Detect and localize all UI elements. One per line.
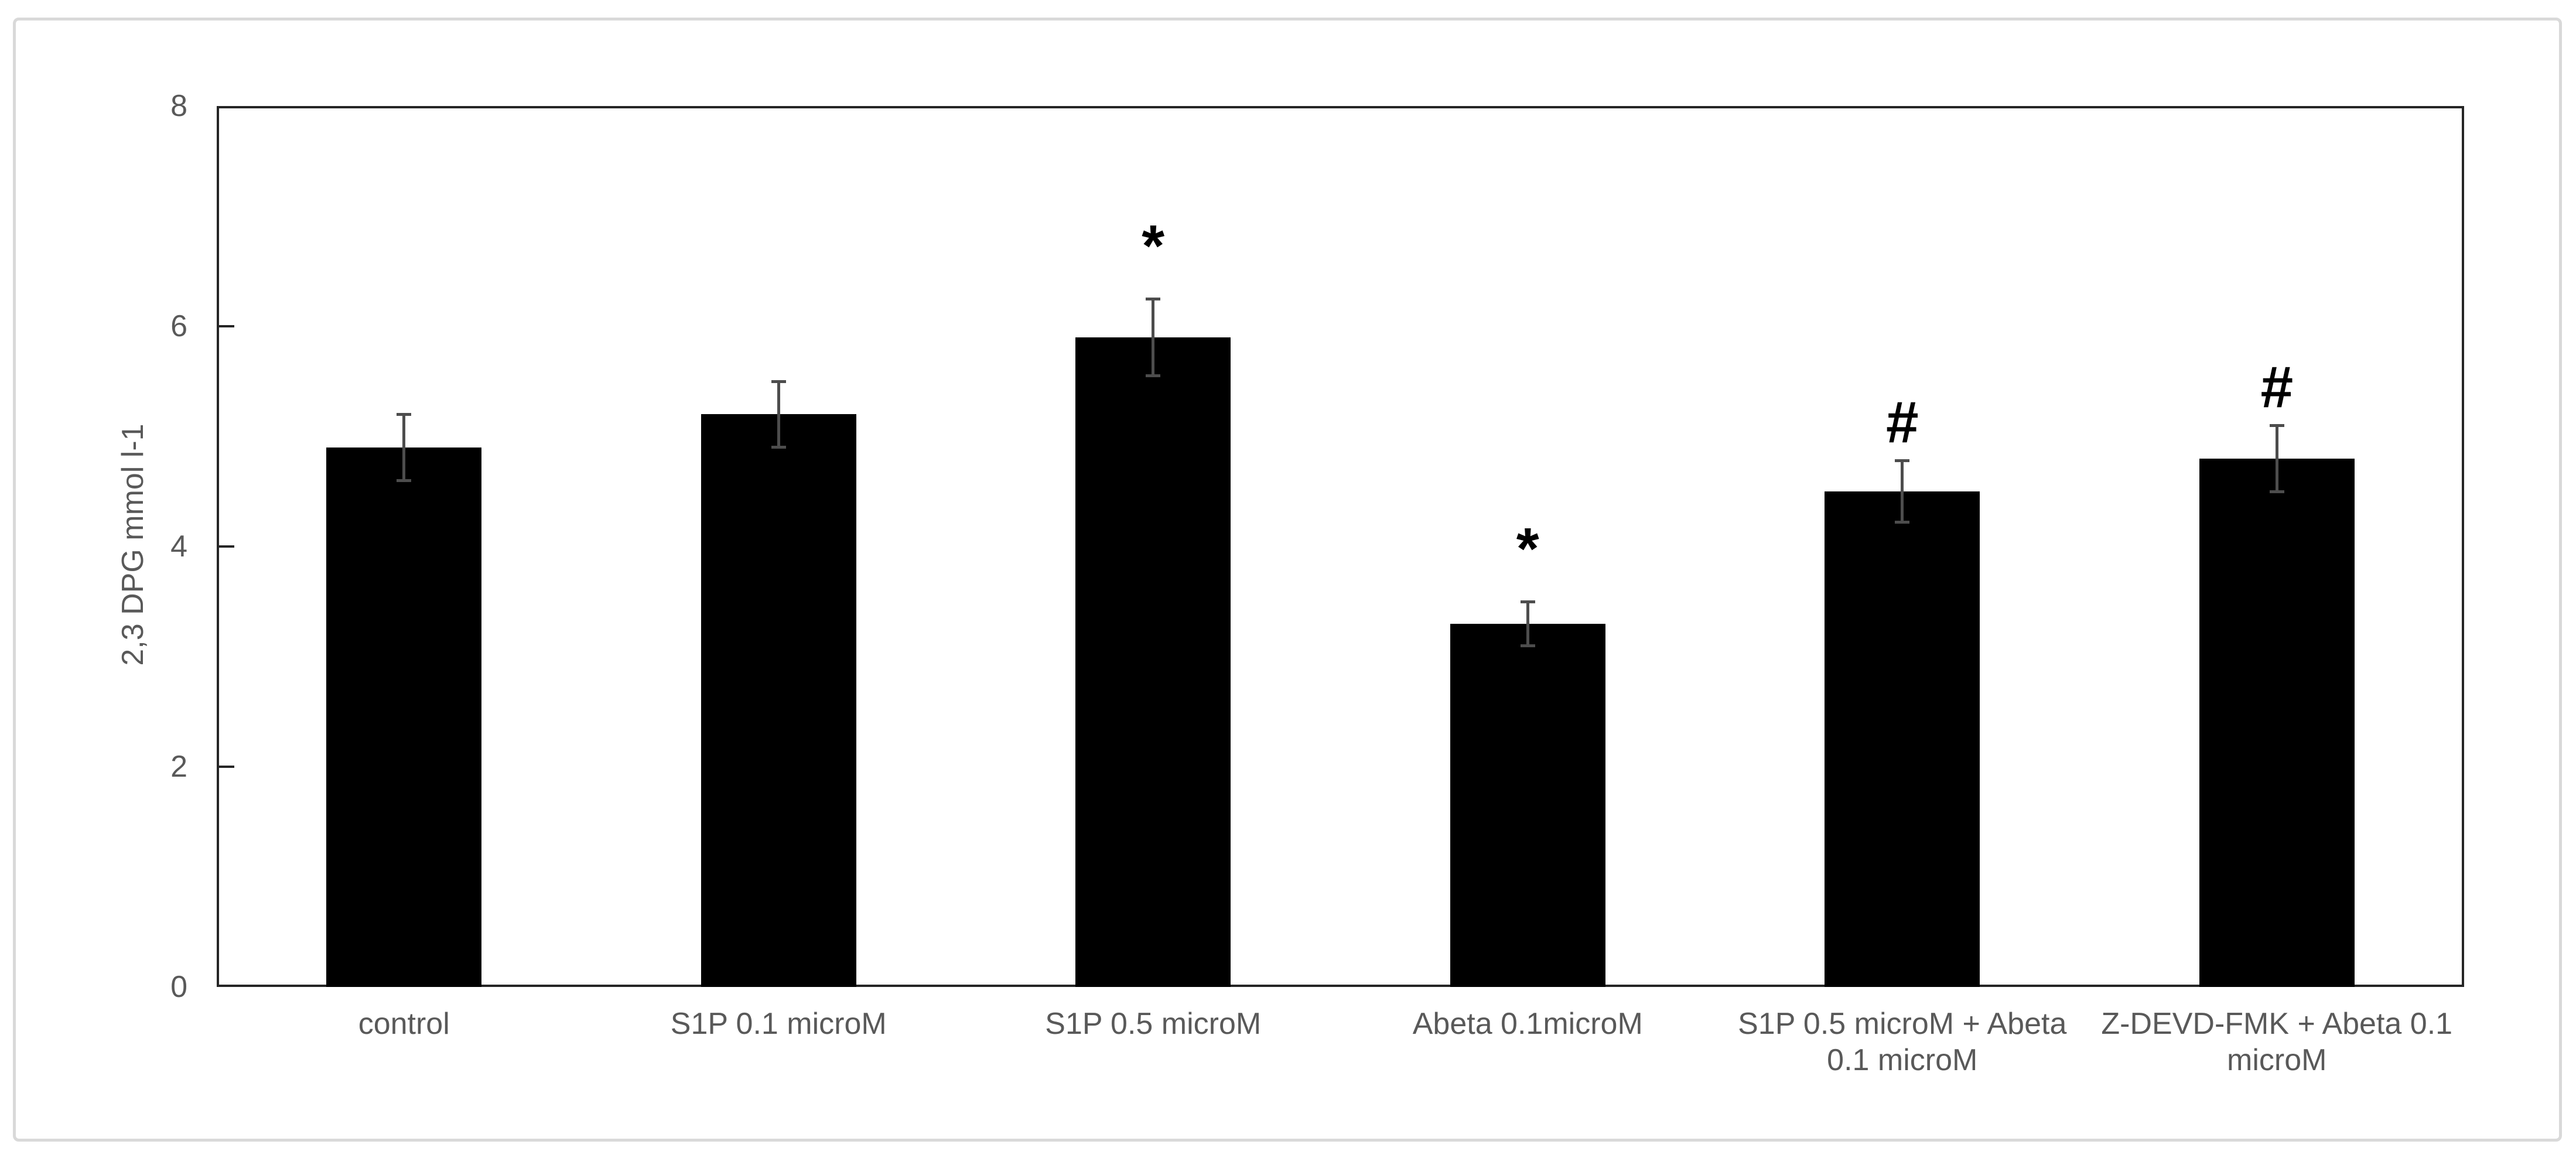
error-bar-cap-bottom xyxy=(1146,374,1161,378)
bar xyxy=(701,414,856,987)
y-tick-mark xyxy=(219,766,234,768)
significance-marker: # xyxy=(1885,390,1919,456)
y-tick-mark xyxy=(219,325,234,327)
error-bar-cap-bottom xyxy=(771,446,786,449)
error-bar-line xyxy=(1901,460,1904,522)
y-tick-label: 2 xyxy=(170,750,187,784)
error-bar-cap-top xyxy=(2269,423,2284,427)
bar xyxy=(1825,491,1980,987)
y-tick-label: 4 xyxy=(170,530,187,563)
error-bar-cap-top xyxy=(771,380,786,383)
error-bar-cap-bottom xyxy=(2269,490,2284,493)
x-tick-label: S1P 0.1 microM xyxy=(670,1007,887,1041)
error-bar-cap-bottom xyxy=(1895,521,1910,524)
y-tick-label: 0 xyxy=(170,970,187,1004)
bar xyxy=(2199,458,2355,987)
bar xyxy=(1075,337,1231,987)
error-bar-cap-bottom xyxy=(397,479,412,482)
x-tick-label: Abeta 0.1microM xyxy=(1412,1007,1643,1041)
error-bar-cap-bottom xyxy=(1520,644,1535,647)
error-bar-cap-top xyxy=(1146,297,1161,300)
x-tick-label: S1P 0.5 microM + Abeta 0.1 microM xyxy=(1738,1007,2067,1077)
error-bar-line xyxy=(1526,602,1529,646)
error-bar-line xyxy=(777,381,780,448)
error-bar-cap-top xyxy=(397,412,412,416)
error-bar-line xyxy=(1152,299,1155,376)
x-tick-label: control xyxy=(358,1007,450,1041)
y-tick-mark xyxy=(219,545,234,548)
bar xyxy=(1450,623,1605,987)
significance-marker: * xyxy=(1142,213,1165,279)
bar xyxy=(326,447,482,987)
error-bar-cap-top xyxy=(1895,459,1910,462)
significance-marker: # xyxy=(2260,354,2294,421)
error-bar-line xyxy=(402,414,406,481)
error-bar-line xyxy=(2275,425,2278,491)
y-tick-label: 6 xyxy=(170,309,187,343)
x-tick-label: S1P 0.5 microM xyxy=(1045,1007,1262,1041)
error-bar-cap-top xyxy=(1520,600,1535,603)
plot-area xyxy=(217,106,2464,987)
significance-marker: * xyxy=(1516,516,1539,582)
y-tick-label: 8 xyxy=(170,89,187,123)
x-tick-label: Z-DEVD-FMK + Abeta 0.1 microM xyxy=(2101,1007,2453,1077)
